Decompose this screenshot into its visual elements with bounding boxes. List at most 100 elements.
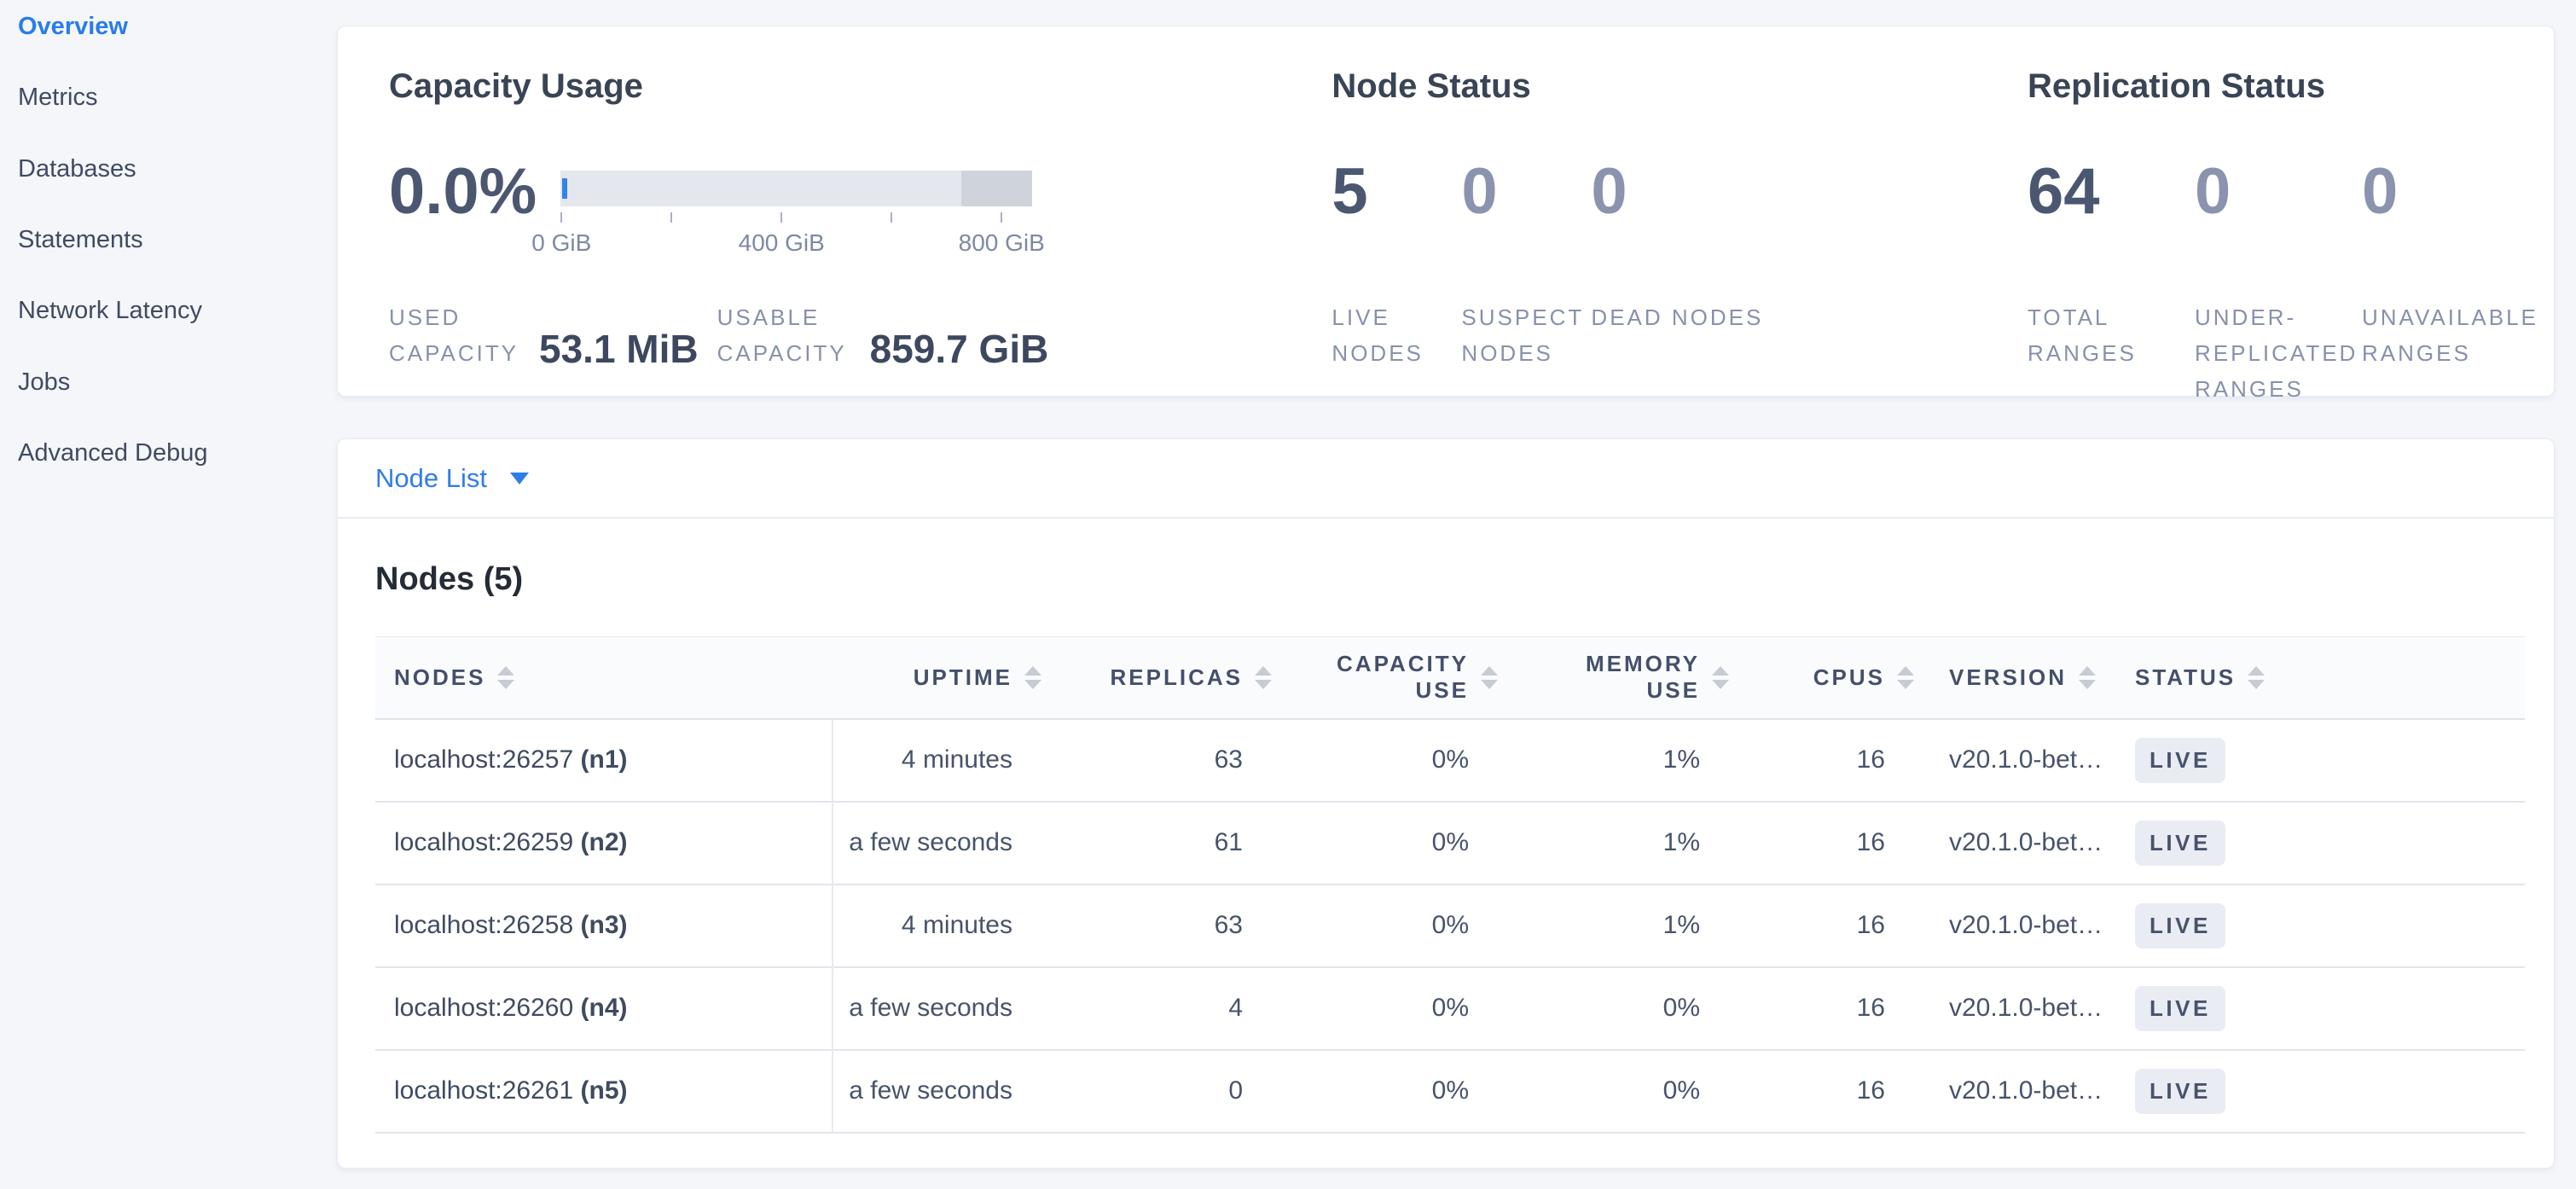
capacity-used-percent: 0.0% — [389, 155, 537, 228]
node-list-dropdown-label: Node List — [375, 462, 487, 493]
axis-label-0: 0 GiB — [531, 229, 592, 256]
sort-arrows-icon — [2079, 665, 2097, 689]
node-row[interactable]: localhost:26258 (n3) 4 minutes 63 0% 1% … — [375, 884, 2525, 967]
node-address: localhost:26258 — [394, 911, 574, 939]
cpus-cell: 16 — [1856, 745, 1885, 774]
node-list-header: Node List — [338, 439, 2554, 519]
replication-stat: 0 UNAVAILABLE RANGES — [2362, 159, 2554, 407]
memory-use-cell: 0% — [1662, 1076, 1700, 1105]
column-header-label: MEMORY USE — [1585, 651, 1700, 704]
stat-label: TOTAL RANGES — [2028, 304, 2137, 366]
usable-capacity-stat: USABLE CAPACITY 859.7 GiB — [717, 299, 1068, 371]
sidebar-nav-item[interactable]: Databases — [0, 134, 337, 205]
sidebar-nav-item-label: Metrics — [18, 84, 98, 112]
uptime-cell: a few seconds — [849, 994, 1012, 1022]
sort-arrows-icon — [1712, 665, 1729, 689]
node-list-dropdown[interactable]: Node List — [375, 463, 529, 494]
column-header[interactable]: NODES — [375, 637, 833, 719]
nodes-table-title: Nodes (5) — [375, 561, 524, 597]
node-address-cell[interactable]: localhost:26260 (n4) — [375, 966, 833, 1050]
replication-status-stats: 64 TOTAL RANGES 0 UNDER-REPLICATED RANGE… — [2028, 159, 2554, 407]
node-address-cell[interactable]: localhost:26258 (n3) — [375, 884, 833, 967]
sidebar-nav-item[interactable]: Overview — [0, 0, 337, 62]
replicas-cell: 63 — [1214, 745, 1243, 774]
replication-status-title: Replication Status — [2028, 67, 2325, 105]
sidebar-nav-item[interactable]: Jobs — [0, 346, 337, 417]
stat-label: SUSPECT NODES — [1461, 304, 1584, 366]
sidebar-nav-item[interactable]: Advanced Debug — [0, 418, 337, 489]
stat-value: 0 — [1461, 155, 1498, 228]
node-row[interactable]: localhost:26261 (n5) a few seconds 0 0% … — [375, 1049, 2525, 1133]
node-id: (n3) — [580, 911, 628, 939]
node-address-cell[interactable]: localhost:26261 (n5) — [375, 1049, 833, 1133]
sidebar-nav-item-label: Advanced Debug — [18, 438, 208, 467]
node-address: localhost:26259 — [394, 828, 574, 856]
sort-arrows-icon — [1481, 665, 1498, 689]
node-list-card: Node List Nodes (5) NODES — [337, 438, 2555, 1169]
version-cell: v20.1.0-bet… — [1949, 994, 2103, 1022]
node-status-stats: 5 LIVE NODES 0 SUSPECT NODES 0 DEAD NODE… — [1332, 159, 2028, 371]
node-address: localhost:26260 — [394, 994, 574, 1022]
stat-label: LIVE NODES — [1332, 304, 1424, 366]
usable-capacity-label: USABLE CAPACITY — [717, 304, 847, 366]
sort-arrows-icon — [1024, 665, 1041, 689]
version-cell: v20.1.0-bet… — [1949, 828, 2103, 856]
node-address: localhost:26261 — [394, 1076, 574, 1105]
capacity-use-cell: 0% — [1431, 745, 1469, 774]
capacity-bar-chart: 0 GiB 400 GiB 800 GiB — [531, 159, 1045, 258]
column-header-label: CAPACITY USE — [1337, 651, 1469, 704]
column-header[interactable]: MEMORY USE — [1515, 637, 1746, 719]
capacity-use-cell: 0% — [1431, 994, 1469, 1022]
capacity-bar-track — [560, 171, 1033, 206]
column-header-label: NODES — [394, 664, 486, 690]
stat-value: 0 — [2195, 155, 2231, 228]
node-row[interactable]: localhost:26257 (n1) 4 minutes 63 0% 1% … — [375, 718, 2525, 802]
live-status-badge: LIVE — [2135, 1068, 2225, 1114]
axis-tick — [891, 212, 893, 223]
node-row[interactable]: localhost:26259 (n2) a few seconds 61 0%… — [375, 801, 2525, 884]
sort-arrows-icon — [1255, 665, 1272, 689]
nodes-table-body: localhost:26257 (n1) 4 minutes 63 0% 1% … — [375, 718, 2525, 1133]
sidebar-nav-item-label: Overview — [18, 13, 128, 41]
sidebar-nav-item[interactable]: Metrics — [0, 62, 337, 133]
live-status-badge: LIVE — [2135, 985, 2225, 1031]
axis-tick — [780, 212, 783, 223]
uptime-cell: 4 minutes — [901, 745, 1012, 774]
column-header[interactable]: STATUS — [2114, 637, 2525, 719]
column-header-label: STATUS — [2135, 664, 2237, 690]
memory-use-cell: 1% — [1662, 828, 1700, 856]
version-cell: v20.1.0-bet… — [1949, 1076, 2103, 1105]
status-cell: LIVE — [2114, 1050, 2525, 1133]
column-header[interactable]: UPTIME — [833, 637, 1059, 719]
cpus-cell: 16 — [1856, 1076, 1885, 1105]
node-address-cell[interactable]: localhost:26257 (n1) — [375, 718, 833, 802]
node-id: (n5) — [580, 1076, 628, 1105]
column-header[interactable]: REPLICAS — [1059, 637, 1289, 719]
sidebar-nav-item[interactable]: Network Latency — [0, 276, 337, 346]
node-id: (n4) — [580, 994, 628, 1022]
axis-tick — [670, 212, 673, 223]
column-header[interactable]: CAPACITY USE — [1289, 637, 1515, 719]
capacity-use-cell: 0% — [1431, 911, 1469, 939]
live-status-badge: LIVE — [2135, 737, 2225, 783]
replicas-cell: 61 — [1214, 828, 1243, 856]
replicas-cell: 63 — [1214, 911, 1243, 939]
node-row[interactable]: localhost:26260 (n4) a few seconds 4 0% … — [375, 966, 2525, 1050]
capacity-use-cell: 0% — [1431, 828, 1469, 856]
stat-label: DEAD NODES — [1591, 304, 1764, 330]
capacity-usage-title: Capacity Usage — [389, 67, 643, 105]
column-header[interactable]: CPUS — [1746, 637, 1931, 719]
replicas-cell: 0 — [1228, 1076, 1243, 1105]
node-address-cell[interactable]: localhost:26259 (n2) — [375, 801, 833, 884]
sidebar-nav: Overview Metrics Databases Statements Ne… — [0, 0, 337, 489]
status-cell: LIVE — [2114, 802, 2525, 884]
status-cell: LIVE — [2114, 967, 2525, 1050]
sidebar-nav-item[interactable]: Statements — [0, 205, 337, 276]
column-header[interactable]: VERSION — [1931, 637, 2114, 719]
column-header-label: UPTIME — [913, 664, 1012, 690]
nodes-table-header-row: NODES UPTIME — [375, 636, 2525, 719]
live-status-badge: LIVE — [2135, 902, 2225, 948]
live-status-badge: LIVE — [2135, 820, 2225, 866]
cpus-cell: 16 — [1856, 994, 1885, 1022]
axis-label-400: 400 GiB — [738, 229, 825, 256]
